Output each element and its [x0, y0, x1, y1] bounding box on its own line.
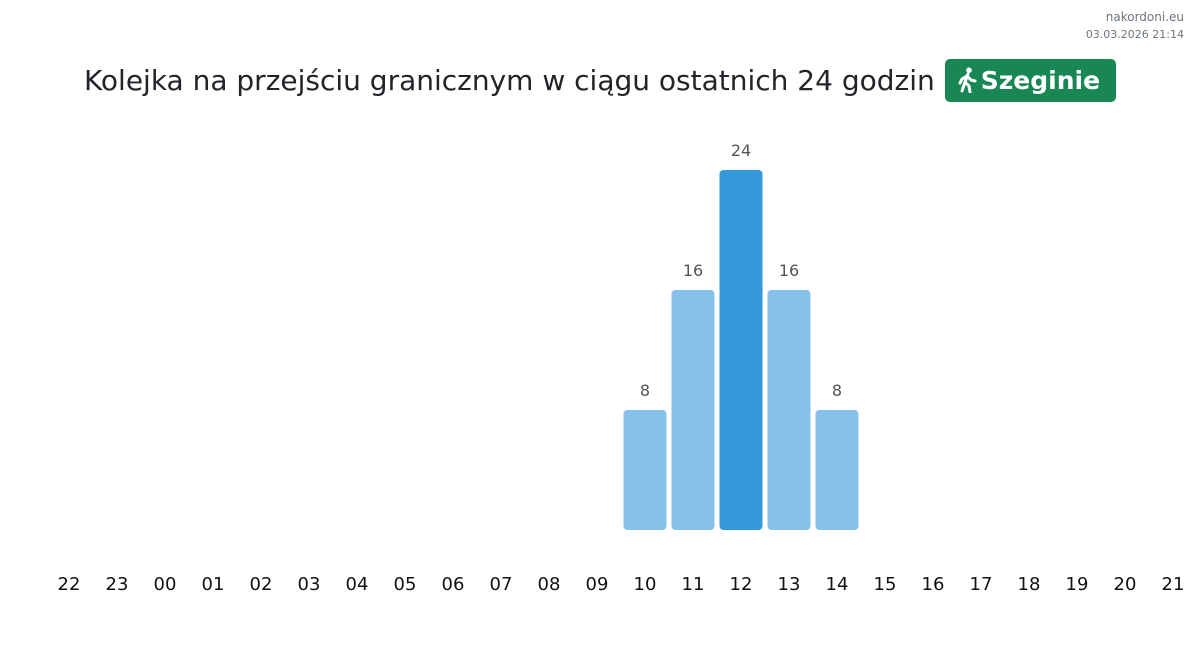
x-tick-14: 14 [826, 574, 849, 595]
x-tick-02: 02 [250, 574, 273, 595]
x-tick-07: 07 [490, 574, 513, 595]
x-tick-23: 23 [106, 574, 129, 595]
bar-14 [815, 410, 859, 530]
x-tick-09: 09 [586, 574, 609, 595]
x-tick-10: 10 [634, 574, 657, 595]
x-tick-17: 17 [970, 574, 993, 595]
bar-12 [719, 170, 763, 530]
x-tick-01: 01 [202, 574, 225, 595]
x-tick-18: 18 [1018, 574, 1041, 595]
x-tick-00: 00 [154, 574, 177, 595]
page-title: Kolejka na przejściu granicznym w ciągu … [83, 63, 935, 97]
x-tick-21: 21 [1162, 574, 1185, 595]
brand-block: nakordoni.eu 03.03.2026 21:14 [1086, 9, 1184, 43]
x-tick-05: 05 [394, 574, 417, 595]
x-tick-08: 08 [538, 574, 561, 595]
x-tick-06: 06 [442, 574, 465, 595]
x-tick-04: 04 [346, 574, 369, 595]
x-tick-20: 20 [1114, 574, 1137, 595]
chart-header: Kolejka na przejściu granicznym w ciągu … [0, 58, 1200, 102]
site-name: nakordoni.eu [1105, 10, 1184, 24]
pedestrian-icon [958, 67, 977, 93]
x-tick-12: 12 [730, 574, 753, 595]
x-tick-13: 13 [778, 574, 801, 595]
bar-10 [623, 410, 667, 530]
x-tick-11: 11 [682, 574, 705, 595]
value-label-11: 16 [683, 261, 703, 280]
x-tick-03: 03 [298, 574, 321, 595]
bar-11 [671, 290, 715, 530]
value-label-12: 24 [731, 141, 751, 160]
crossing-name: Szeginie [980, 65, 1101, 95]
value-label-10: 8 [640, 381, 650, 400]
x-tick-22: 22 [58, 574, 81, 595]
x-tick-15: 15 [874, 574, 897, 595]
bar-13 [767, 290, 811, 530]
value-label-13: 16 [779, 261, 799, 280]
value-label-14: 8 [832, 381, 842, 400]
x-tick-16: 16 [922, 574, 945, 595]
crossing-badge: Szeginie [944, 58, 1117, 102]
timestamp: 03.03.2026 21:14 [1085, 28, 1184, 41]
x-tick-19: 19 [1066, 574, 1089, 595]
